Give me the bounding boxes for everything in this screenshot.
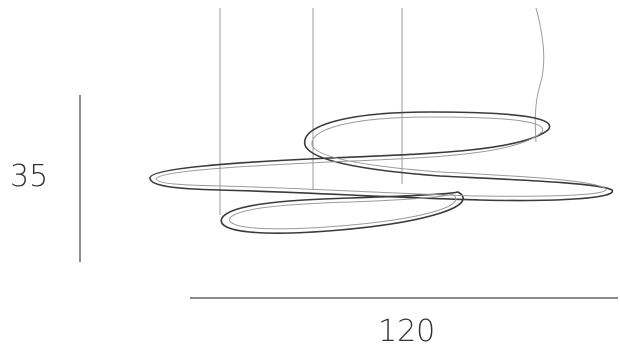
width-label: 120 xyxy=(378,314,435,349)
width-dimension: 120 xyxy=(190,297,618,349)
power-cord xyxy=(534,7,545,143)
suspension-cables xyxy=(219,7,545,215)
ring-bottom-loop-inner xyxy=(229,193,457,230)
spiral-ring xyxy=(149,111,614,234)
ring-middle-sweep-inner xyxy=(155,116,607,197)
ring-middle-sweep xyxy=(149,111,614,202)
height-label: 35 xyxy=(10,159,48,194)
height-dimension: 35 xyxy=(10,95,81,262)
